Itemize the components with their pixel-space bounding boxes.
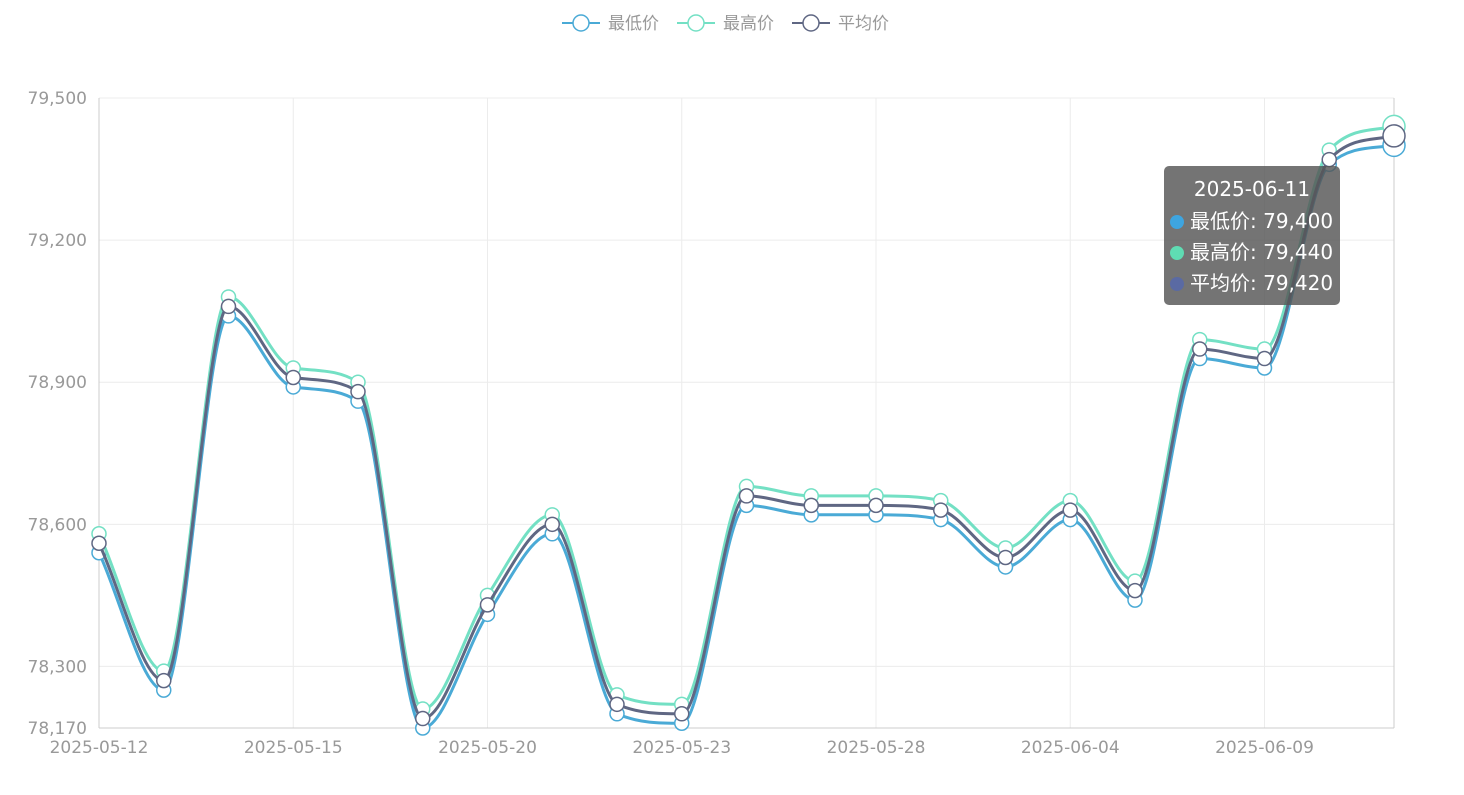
grid bbox=[98, 97, 1394, 728]
data-point-avg bbox=[1256, 350, 1273, 367]
series-avg bbox=[91, 124, 1406, 727]
tooltip-dot-high bbox=[1170, 246, 1184, 260]
tooltip-row-low: 最低价: 79,400 bbox=[1164, 206, 1340, 237]
tooltip-dot-low bbox=[1170, 215, 1184, 229]
data-point-avg bbox=[1127, 582, 1143, 599]
tooltip-label-avg: 平均价: 79,420 bbox=[1190, 271, 1334, 295]
series-line-high bbox=[97, 124, 1395, 711]
x-tick-label: 2025-05-28 bbox=[827, 738, 926, 758]
tooltip: 2025-06-11 最低价: 79,400 最高价: 79,440 平均价: … bbox=[1164, 166, 1340, 305]
data-point-avg bbox=[350, 383, 366, 400]
y-tick-label: 79,500 bbox=[28, 89, 87, 109]
series-group bbox=[91, 114, 1406, 736]
y-tick-label: 78,300 bbox=[28, 657, 87, 677]
data-point-avg bbox=[674, 706, 690, 722]
legend-item-low: 最低价 bbox=[562, 14, 659, 34]
data-point-avg bbox=[156, 672, 172, 689]
legend-item-avg: 平均价 bbox=[792, 14, 889, 34]
tooltip-row-high: 最高价: 79,440 bbox=[1164, 237, 1340, 268]
legend: 最低价 最高价 平均价 bbox=[562, 14, 889, 34]
data-point-avg bbox=[1192, 341, 1208, 357]
y-tick-label: 78,600 bbox=[28, 515, 87, 535]
legend-item-high: 最高价 bbox=[677, 14, 774, 34]
x-tick-label: 2025-05-23 bbox=[632, 738, 731, 758]
tooltip-label-high: 最高价: 79,440 bbox=[1190, 240, 1334, 264]
data-point-avg bbox=[285, 369, 301, 386]
data-point-avg bbox=[997, 549, 1014, 566]
data-point-avg bbox=[1062, 502, 1078, 518]
axes: 78,170 78,300 78,600 78,900 79,200 79,500 2025… bbox=[28, 89, 1395, 758]
data-point-avg bbox=[868, 497, 884, 514]
x-tick-label: 2025-05-12 bbox=[50, 738, 149, 758]
data-point-avg bbox=[415, 710, 431, 727]
legend-label-high: 最高价 bbox=[723, 14, 774, 34]
y-tick-label: 78,170 bbox=[28, 719, 87, 739]
x-tick-label: 2025-06-09 bbox=[1215, 738, 1314, 758]
data-point-avg bbox=[220, 298, 237, 315]
y-tick-label: 79,200 bbox=[28, 231, 87, 251]
tooltip-row-avg: 平均价: 79,420 bbox=[1164, 268, 1340, 299]
y-tick-label: 78,900 bbox=[28, 373, 87, 393]
series-line-low bbox=[97, 143, 1395, 730]
data-point-avg bbox=[544, 516, 560, 533]
data-point-avg bbox=[803, 497, 819, 514]
legend-label-low: 最低价 bbox=[608, 14, 659, 34]
legend-marker-avg bbox=[802, 14, 820, 32]
x-tick-label: 2025-05-15 bbox=[244, 738, 343, 758]
data-point-avg bbox=[933, 502, 949, 518]
series-line-avg bbox=[97, 134, 1395, 721]
legend-marker-high bbox=[687, 14, 705, 32]
x-tick-label: 2025-05-20 bbox=[438, 738, 537, 758]
x-tick-label: 2025-06-04 bbox=[1021, 738, 1120, 758]
legend-label-avg: 平均价 bbox=[838, 14, 889, 34]
data-point-avg bbox=[738, 488, 755, 504]
tooltip-dot-avg bbox=[1170, 277, 1184, 291]
tooltip-title: 2025-06-11 bbox=[1193, 177, 1311, 201]
data-point-avg bbox=[479, 597, 496, 613]
tooltip-label-low: 最低价: 79,400 bbox=[1190, 209, 1334, 233]
data-point-avg bbox=[1321, 151, 1337, 168]
data-point-avg bbox=[1382, 124, 1406, 148]
data-point-avg bbox=[91, 535, 107, 552]
data-point-avg bbox=[609, 696, 625, 713]
legend-marker-low bbox=[572, 14, 590, 32]
